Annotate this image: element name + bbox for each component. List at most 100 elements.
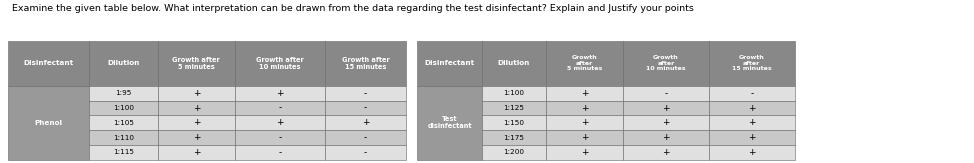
Bar (235, 101, 325, 115)
Bar (90, 41, 158, 86)
Bar (158, 145, 235, 160)
Text: 1:125: 1:125 (504, 105, 524, 111)
Text: +: + (662, 148, 670, 157)
Bar (482, 101, 546, 115)
Text: Dilution: Dilution (107, 60, 139, 66)
Bar (709, 41, 795, 86)
Bar (623, 145, 709, 160)
Text: Examine the given table below. What interpretation can be drawn from the data re: Examine the given table below. What inte… (12, 4, 693, 13)
Bar (235, 115, 325, 130)
Text: 1:115: 1:115 (113, 149, 134, 155)
Bar (623, 115, 709, 130)
Bar (546, 130, 623, 145)
Bar (546, 145, 623, 160)
Bar (235, 130, 325, 145)
Text: -: - (364, 133, 367, 142)
Text: +: + (581, 104, 588, 113)
Text: -: - (279, 133, 281, 142)
Bar (709, 86, 795, 101)
Text: Disinfectant: Disinfectant (425, 60, 474, 66)
Text: -: - (364, 89, 367, 98)
Text: -: - (750, 89, 754, 98)
Text: 1:95: 1:95 (115, 90, 131, 96)
Bar (90, 86, 158, 101)
Text: Disinfectant: Disinfectant (23, 60, 74, 66)
Text: -: - (279, 148, 281, 157)
Bar (325, 145, 406, 160)
Text: 1:105: 1:105 (113, 120, 134, 126)
Text: +: + (662, 118, 670, 127)
Text: Dilution: Dilution (498, 60, 530, 66)
Text: +: + (277, 118, 283, 127)
Text: +: + (748, 133, 756, 142)
Text: +: + (193, 89, 200, 98)
Bar (482, 86, 546, 101)
Text: -: - (364, 104, 367, 113)
Bar (8, 41, 90, 86)
Text: +: + (362, 118, 369, 127)
Text: -: - (664, 89, 668, 98)
Bar (418, 41, 482, 86)
Text: +: + (193, 133, 200, 142)
Bar (325, 130, 406, 145)
Text: +: + (748, 118, 756, 127)
Text: Growth
after
10 minutes: Growth after 10 minutes (647, 55, 686, 71)
Bar (709, 101, 795, 115)
Bar (90, 115, 158, 130)
Text: +: + (581, 89, 588, 98)
Text: +: + (193, 104, 200, 113)
Text: Growth after
15 minutes: Growth after 15 minutes (342, 57, 390, 70)
Bar (158, 86, 235, 101)
Text: +: + (748, 104, 756, 113)
Text: +: + (193, 118, 200, 127)
Text: +: + (581, 118, 588, 127)
Bar (546, 86, 623, 101)
Bar (235, 86, 325, 101)
Text: Growth after
10 minutes: Growth after 10 minutes (256, 57, 304, 70)
Text: 1:100: 1:100 (113, 105, 134, 111)
Text: Growth
after
5 minutes: Growth after 5 minutes (567, 55, 602, 71)
Bar (482, 41, 546, 86)
Text: 1:110: 1:110 (113, 135, 134, 141)
Text: Growth after
5 minutes: Growth after 5 minutes (172, 57, 220, 70)
Bar (325, 101, 406, 115)
Bar (623, 86, 709, 101)
Bar (235, 145, 325, 160)
Bar (8, 86, 90, 160)
Bar (482, 145, 546, 160)
Bar (158, 115, 235, 130)
Bar (623, 41, 709, 86)
Bar (325, 41, 406, 86)
Text: +: + (748, 148, 756, 157)
Text: +: + (662, 133, 670, 142)
Bar (482, 130, 546, 145)
Text: 1:200: 1:200 (504, 149, 524, 155)
Text: Growth
after
15 minutes: Growth after 15 minutes (731, 55, 771, 71)
Bar (546, 101, 623, 115)
Bar (235, 41, 325, 86)
Text: +: + (581, 148, 588, 157)
Text: -: - (364, 148, 367, 157)
Text: 1:150: 1:150 (504, 120, 524, 126)
Text: Phenol: Phenol (34, 120, 62, 126)
Text: 1:100: 1:100 (504, 90, 524, 96)
Bar (90, 145, 158, 160)
Bar (709, 145, 795, 160)
Bar (623, 101, 709, 115)
Bar (623, 130, 709, 145)
Text: -: - (279, 104, 281, 113)
Bar (158, 101, 235, 115)
Bar (158, 41, 235, 86)
Bar (709, 115, 795, 130)
Bar (709, 130, 795, 145)
Text: +: + (193, 148, 200, 157)
Text: 1:175: 1:175 (504, 135, 524, 141)
Bar (158, 130, 235, 145)
Bar (482, 115, 546, 130)
Text: +: + (662, 104, 670, 113)
Bar (90, 101, 158, 115)
Text: Test
disinfectant: Test disinfectant (428, 117, 471, 129)
Text: +: + (581, 133, 588, 142)
Bar (546, 115, 623, 130)
Text: +: + (277, 89, 283, 98)
